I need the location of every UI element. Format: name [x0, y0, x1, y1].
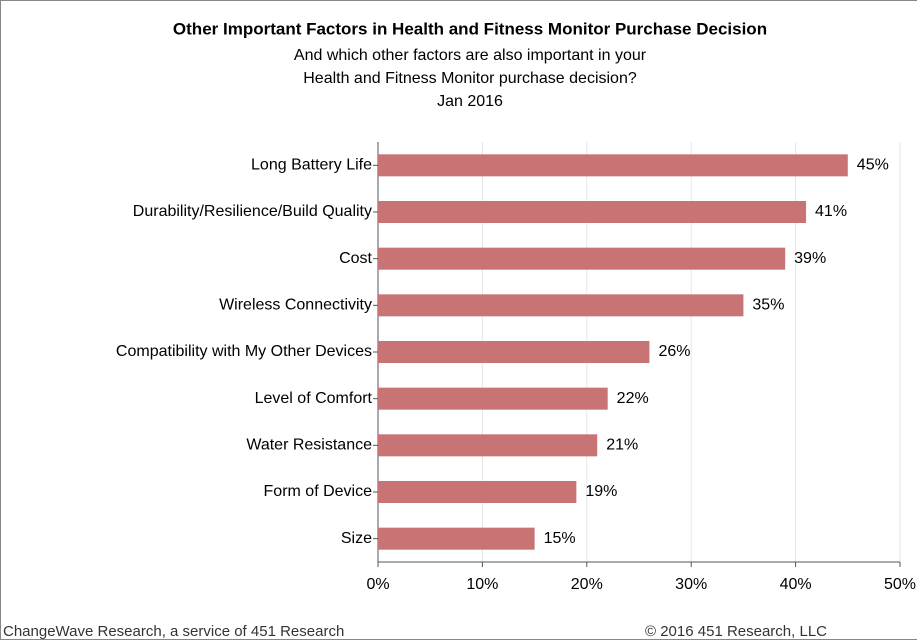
value-label: 15% [544, 530, 576, 547]
y-tick-label: Form of Device [264, 483, 373, 500]
y-tick-label: Long Battery Life [251, 157, 372, 174]
y-tick-label: Wireless Connectivity [219, 297, 372, 314]
x-tick-label: 0% [366, 576, 389, 593]
value-label: 39% [794, 250, 826, 267]
chart-subtitle: And which other factors are also importa… [294, 47, 647, 64]
bar [378, 154, 848, 177]
bar [378, 294, 744, 317]
y-tick-label: Durability/Resilience/Build Quality [133, 203, 372, 220]
value-label: 19% [585, 483, 617, 500]
y-tick-label: Level of Comfort [255, 390, 373, 407]
value-label: 21% [606, 437, 638, 454]
bar [378, 434, 598, 457]
value-label: 45% [857, 157, 889, 174]
y-tick-label: Water Resistance [246, 437, 372, 454]
chart-title: Other Important Factors in Health and Fi… [173, 19, 767, 38]
chart-subtitle: Jan 2016 [437, 93, 503, 110]
x-tick-label: 40% [780, 576, 812, 593]
value-label: 22% [617, 390, 649, 407]
value-label: 35% [752, 297, 784, 314]
bar [378, 201, 807, 223]
y-tick-label: Size [341, 530, 372, 547]
chart-subtitle: Health and Fitness Monitor purchase deci… [303, 70, 637, 87]
y-tick-label: Cost [339, 250, 372, 267]
value-label: 26% [658, 343, 690, 360]
bar [378, 387, 608, 410]
bar [378, 481, 577, 503]
footer-left: ChangeWave Research, a service of 451 Re… [3, 623, 344, 640]
bar [378, 341, 650, 363]
bar [378, 247, 786, 270]
bar [378, 527, 535, 550]
y-tick-label: Compatibility with My Other Devices [116, 343, 372, 360]
value-label: 41% [815, 203, 847, 220]
x-tick-label: 50% [884, 576, 916, 593]
x-tick-label: 10% [466, 576, 498, 593]
footer-right: © 2016 451 Research, LLC [645, 623, 827, 640]
x-tick-label: 20% [571, 576, 603, 593]
x-tick-label: 30% [675, 576, 707, 593]
